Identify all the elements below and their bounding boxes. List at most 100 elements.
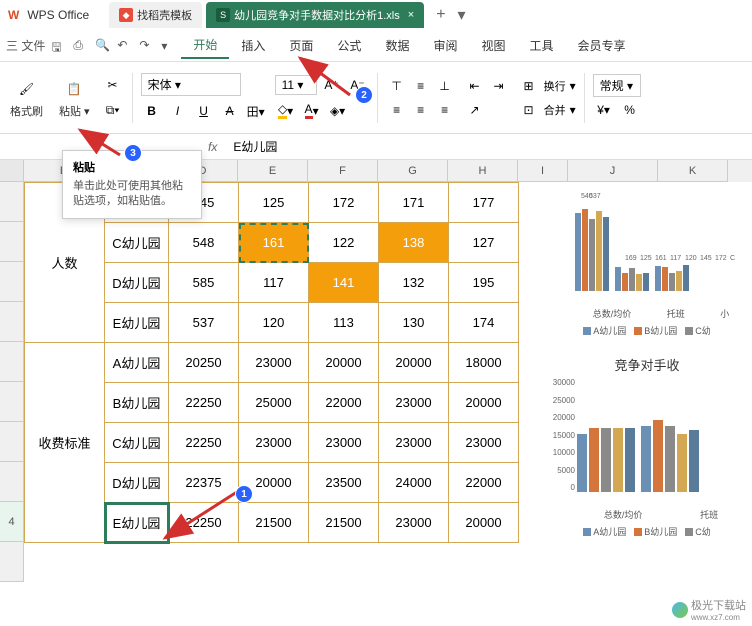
- menu-insert[interactable]: 插入: [229, 33, 277, 58]
- align-top-button[interactable]: ⊤: [386, 75, 408, 97]
- bold-button[interactable]: B: [141, 100, 163, 122]
- row-header[interactable]: [0, 182, 24, 222]
- data-cell[interactable]: 20250: [169, 343, 239, 383]
- menu-data[interactable]: 数据: [373, 33, 421, 58]
- data-cell[interactable]: 117: [239, 263, 309, 303]
- col-header-j[interactable]: J: [568, 160, 658, 182]
- merged-label-fees[interactable]: 收费标准: [25, 343, 105, 543]
- data-cell[interactable]: 23000: [309, 423, 379, 463]
- school-name-cell[interactable]: D幼儿园: [105, 463, 169, 503]
- data-cell[interactable]: 22375: [169, 463, 239, 503]
- currency-button[interactable]: ¥▾: [593, 99, 615, 121]
- row-header[interactable]: [0, 342, 24, 382]
- orientation-button[interactable]: ↗: [464, 99, 486, 121]
- col-header-e[interactable]: E: [238, 160, 308, 182]
- cell-grid[interactable]: 人数B幼儿园645125172171177C幼儿园548161122138127…: [24, 182, 519, 543]
- data-cell[interactable]: 22250: [169, 503, 239, 543]
- menu-review[interactable]: 审阅: [421, 33, 469, 58]
- file-menu[interactable]: 三 文件: [6, 37, 45, 54]
- data-cell[interactable]: 23500: [309, 463, 379, 503]
- align-right-button[interactable]: ≡: [434, 99, 456, 121]
- clear-format-button[interactable]: ◈▾: [327, 100, 349, 122]
- redo-icon[interactable]: ↷: [139, 38, 155, 54]
- strike-button[interactable]: A: [219, 100, 241, 122]
- data-cell[interactable]: 25000: [239, 383, 309, 423]
- format-painter-group[interactable]: 🖌 格式刷: [6, 75, 47, 121]
- row-header[interactable]: [0, 542, 24, 582]
- data-cell[interactable]: 161: [239, 223, 309, 263]
- align-center-button[interactable]: ≡: [410, 99, 432, 121]
- data-cell[interactable]: 141: [309, 263, 379, 303]
- school-name-cell[interactable]: D幼儿园: [105, 263, 169, 303]
- row-header[interactable]: [0, 262, 24, 302]
- cut-icon[interactable]: ✂: [102, 74, 124, 96]
- align-left-button[interactable]: ≡: [386, 99, 408, 121]
- school-name-cell[interactable]: E幼儿园: [105, 503, 169, 543]
- row-header[interactable]: [0, 222, 24, 262]
- data-cell[interactable]: 174: [449, 303, 519, 343]
- col-header-h[interactable]: H: [448, 160, 518, 182]
- data-cell[interactable]: 171: [379, 183, 449, 223]
- undo-icon[interactable]: ↶: [117, 38, 133, 54]
- data-cell[interactable]: 138: [379, 223, 449, 263]
- row-header[interactable]: [0, 462, 24, 502]
- data-cell[interactable]: 127: [449, 223, 519, 263]
- data-cell[interactable]: 23000: [379, 503, 449, 543]
- data-cell[interactable]: 20000: [239, 463, 309, 503]
- merge-button[interactable]: ⊡: [518, 99, 540, 121]
- save-icon[interactable]: 🖫: [51, 38, 67, 54]
- number-format-select[interactable]: 常规 ▾: [593, 74, 641, 97]
- font-size-select[interactable]: 11 ▾: [275, 75, 317, 95]
- data-cell[interactable]: 177: [449, 183, 519, 223]
- data-cell[interactable]: 23000: [379, 383, 449, 423]
- data-cell[interactable]: 20000: [379, 343, 449, 383]
- data-cell[interactable]: 20000: [449, 383, 519, 423]
- qa-dropdown-icon[interactable]: ▾: [161, 39, 167, 53]
- align-middle-button[interactable]: ≡: [410, 75, 432, 97]
- data-cell[interactable]: 130: [379, 303, 449, 343]
- school-name-cell[interactable]: B幼儿园: [105, 383, 169, 423]
- school-name-cell[interactable]: C幼儿园: [105, 223, 169, 263]
- chart-2[interactable]: 竞争对手收 300002500020000150001000050000 总数/…: [546, 350, 748, 543]
- menu-start[interactable]: 开始: [181, 32, 229, 59]
- italic-button[interactable]: I: [167, 100, 189, 122]
- school-name-cell[interactable]: A幼儿园: [105, 343, 169, 383]
- formula-content[interactable]: E幼儿园: [225, 138, 285, 155]
- data-cell[interactable]: 125: [239, 183, 309, 223]
- tab-active-file[interactable]: S 幼儿园竞争对手数据对比分析1.xls ×: [206, 2, 424, 28]
- increase-font-button[interactable]: A⁺: [321, 74, 343, 96]
- data-cell[interactable]: 195: [449, 263, 519, 303]
- font-color-button[interactable]: A▾: [301, 100, 323, 122]
- menu-tools[interactable]: 工具: [517, 33, 565, 58]
- new-tab-button[interactable]: +: [428, 6, 453, 24]
- data-cell[interactable]: 548: [169, 223, 239, 263]
- paste-group[interactable]: 📋 粘贴 ▾: [55, 75, 94, 121]
- preview-icon[interactable]: 🔍: [95, 38, 111, 54]
- data-cell[interactable]: 122: [309, 223, 379, 263]
- data-cell[interactable]: 22250: [169, 423, 239, 463]
- data-cell[interactable]: 537: [169, 303, 239, 343]
- data-cell[interactable]: 20000: [309, 343, 379, 383]
- data-cell[interactable]: 21500: [309, 503, 379, 543]
- data-cell[interactable]: 120: [239, 303, 309, 343]
- data-cell[interactable]: 22000: [449, 463, 519, 503]
- data-cell[interactable]: 23000: [239, 343, 309, 383]
- data-cell[interactable]: 20000: [449, 503, 519, 543]
- school-name-cell[interactable]: C幼儿园: [105, 423, 169, 463]
- data-cell[interactable]: 23000: [379, 423, 449, 463]
- school-name-cell[interactable]: E幼儿园: [105, 303, 169, 343]
- select-all-corner[interactable]: [0, 160, 24, 182]
- row-header-active[interactable]: 4: [0, 502, 24, 542]
- align-bottom-button[interactable]: ⊥: [434, 75, 456, 97]
- data-cell[interactable]: 18000: [449, 343, 519, 383]
- data-cell[interactable]: 172: [309, 183, 379, 223]
- data-cell[interactable]: 132: [379, 263, 449, 303]
- data-cell[interactable]: 113: [309, 303, 379, 343]
- print-icon[interactable]: ⎙: [73, 38, 89, 54]
- decrease-font-button[interactable]: A⁻: [347, 74, 369, 96]
- row-header[interactable]: [0, 422, 24, 462]
- data-cell[interactable]: 585: [169, 263, 239, 303]
- chart-1[interactable]: 540537169125161117120145172C 总数/均价 托班 小 …: [546, 186, 748, 342]
- col-header-g[interactable]: G: [378, 160, 448, 182]
- col-header-f[interactable]: F: [308, 160, 378, 182]
